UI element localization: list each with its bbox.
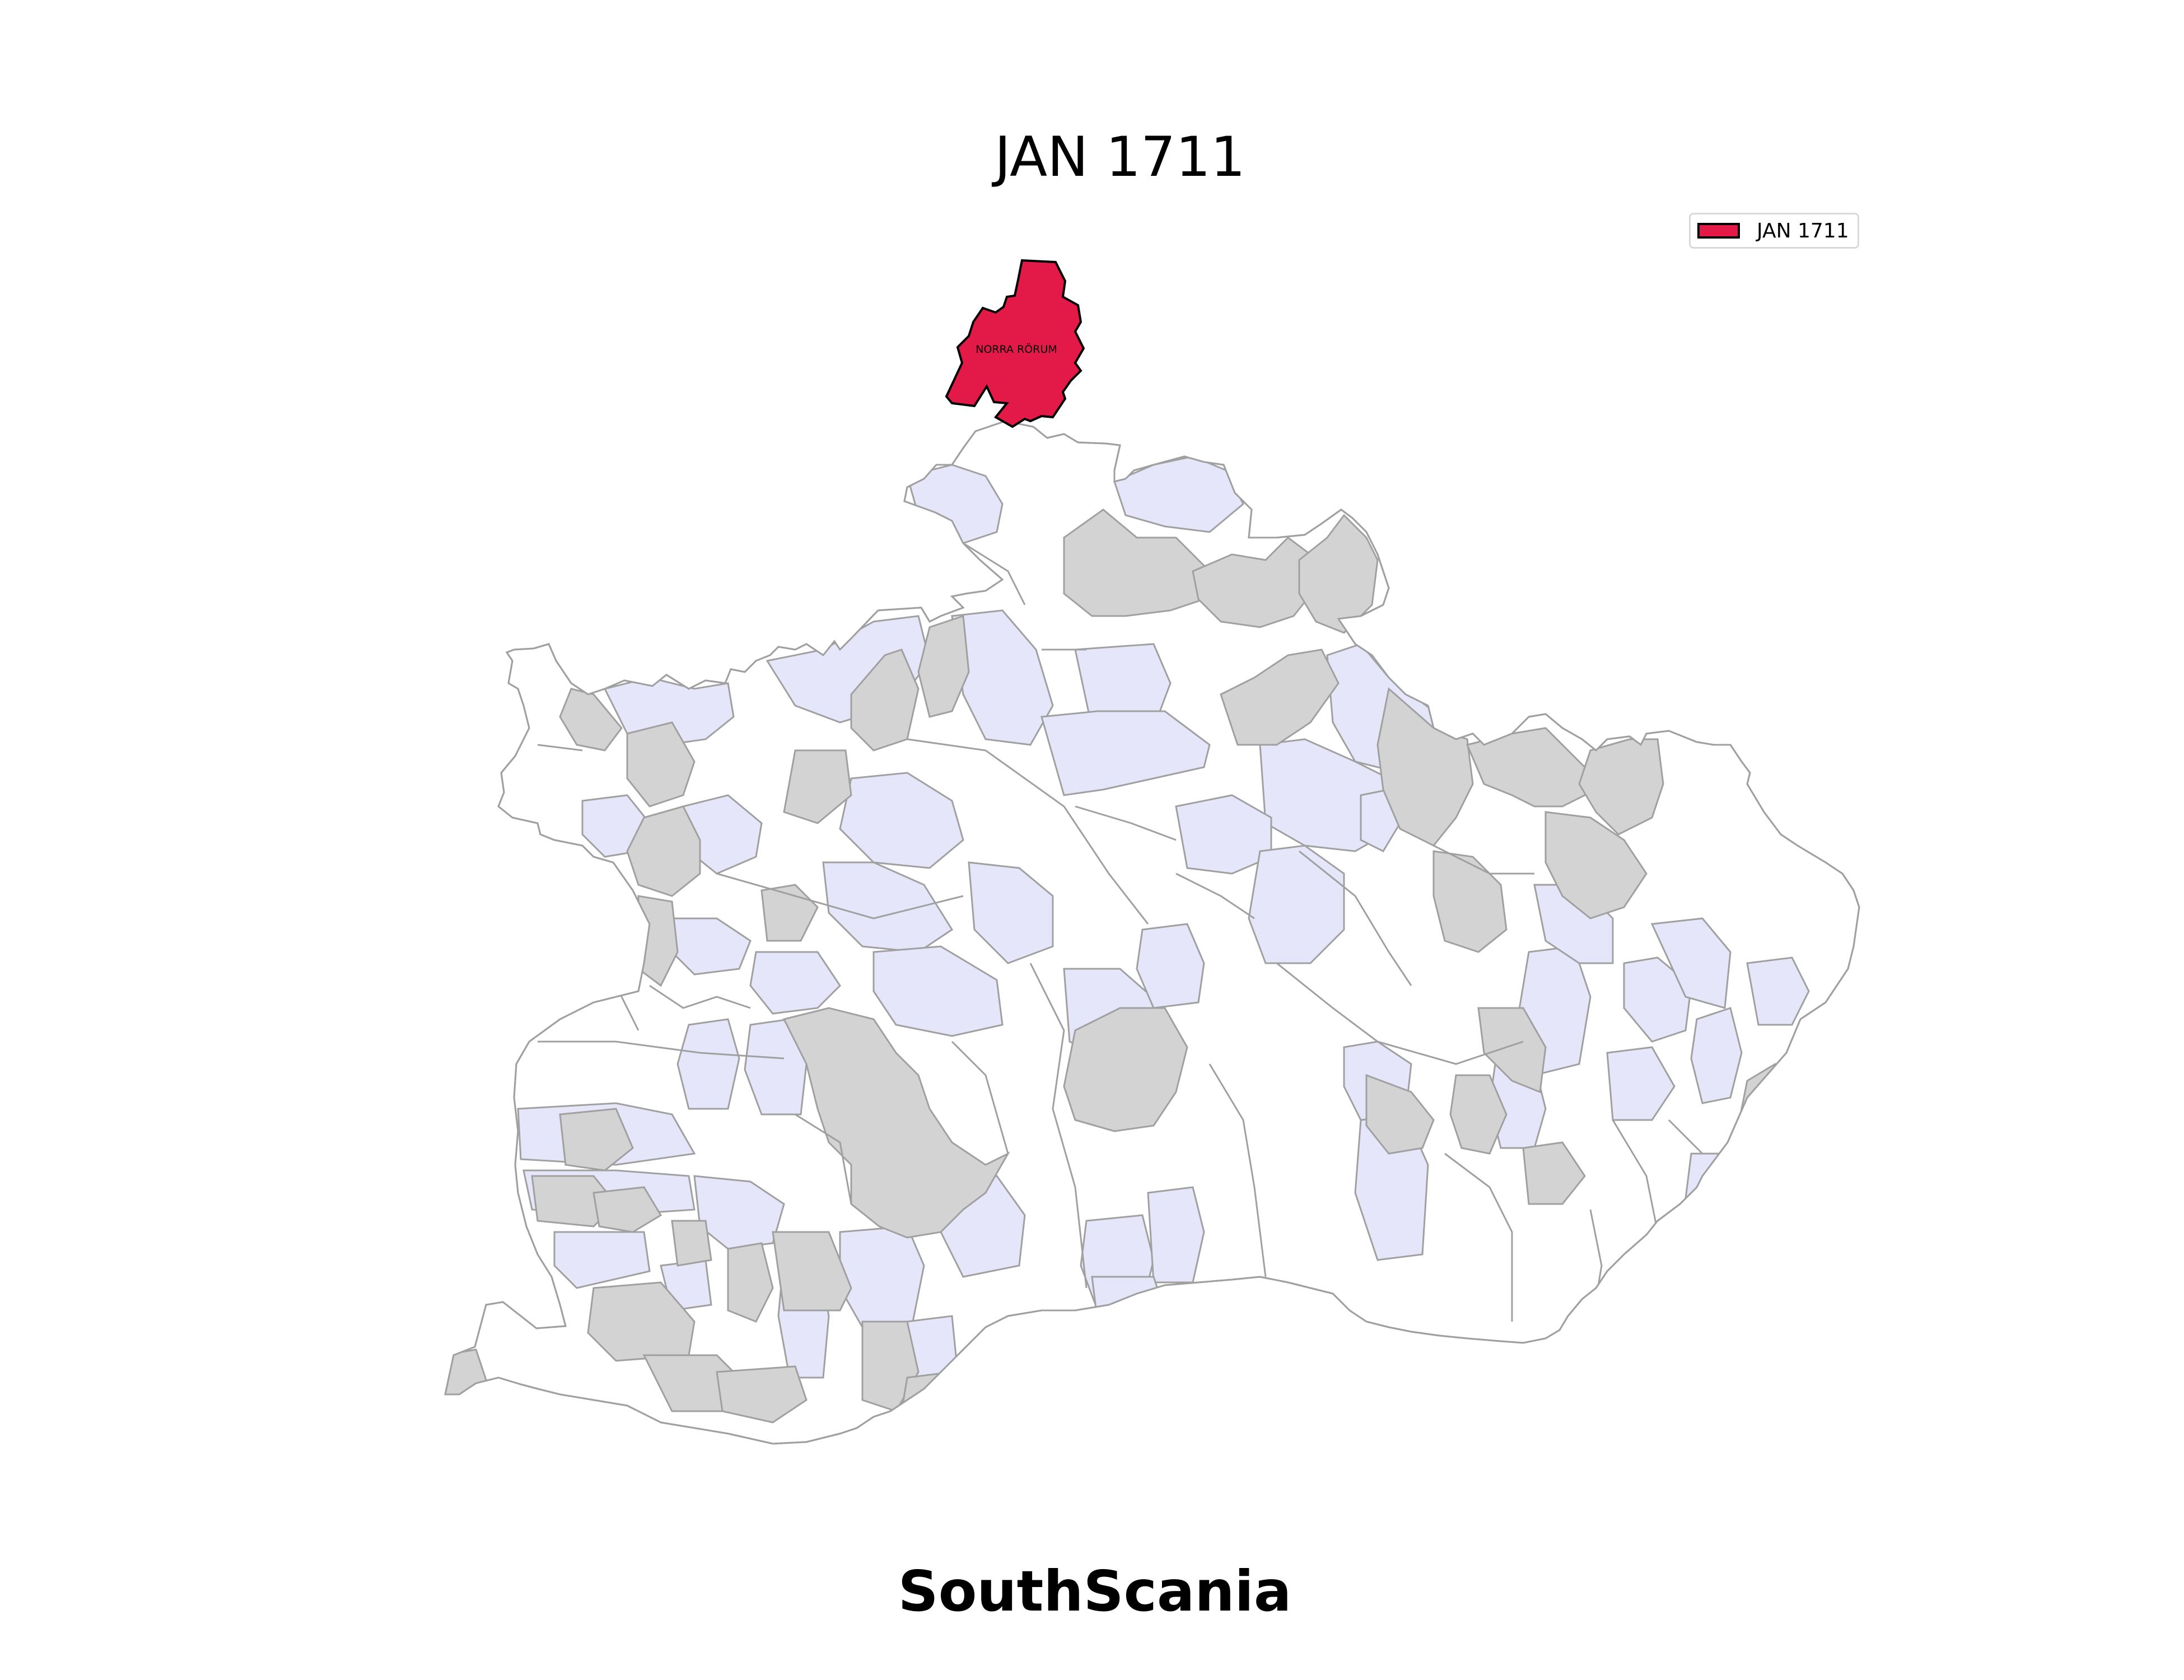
parish-lavender xyxy=(749,951,841,1015)
parish-grey xyxy=(783,749,852,824)
boundary-line xyxy=(716,872,964,920)
parish-boundaries xyxy=(526,542,1793,1333)
map-footer: SouthScania xyxy=(898,1558,1292,1624)
parish-grey xyxy=(1544,811,1648,920)
boundary-line xyxy=(538,1040,785,1060)
parish-grey xyxy=(1220,648,1340,746)
parish-grey xyxy=(626,805,701,897)
boundary-line xyxy=(795,1113,852,1205)
parish-lavender xyxy=(1623,956,1692,1043)
boundary-line xyxy=(1276,962,1524,1065)
parish-grey xyxy=(1449,1074,1508,1155)
parish-lavender xyxy=(1091,1276,1166,1334)
parish-grey xyxy=(1365,1074,1435,1155)
parish-grey xyxy=(772,1231,852,1312)
parish-grey xyxy=(996,1315,1054,1396)
parish-grey xyxy=(1466,727,1592,808)
parish-lavender xyxy=(872,945,1004,1037)
map-regions xyxy=(444,420,1860,1445)
boundary-line xyxy=(1299,850,1412,986)
boundary-line xyxy=(951,1040,1009,1154)
boundary-line xyxy=(1175,872,1255,920)
boundary-line xyxy=(1444,1152,1513,1322)
boundary-line xyxy=(1668,1119,1704,1155)
parish-grey xyxy=(727,1242,774,1323)
map-title: JAN 1711 xyxy=(994,125,1246,189)
parish-grey xyxy=(626,721,696,808)
parish-lavender xyxy=(1746,956,1810,1026)
parish-lavender xyxy=(839,772,964,869)
parish-grey xyxy=(917,614,970,718)
parish-grey xyxy=(1477,1007,1547,1094)
parish-lavender xyxy=(968,861,1054,964)
parish-grey xyxy=(1432,850,1508,953)
parish-lavender xyxy=(1040,710,1211,796)
boundary-line xyxy=(907,738,1149,925)
boundary-line xyxy=(1208,1063,1267,1277)
legend-label: JAN 1711 xyxy=(1757,219,1849,242)
legend: JAN 1711 xyxy=(1689,213,1859,249)
parish-lavender xyxy=(676,1018,740,1110)
parish-lavender xyxy=(1650,917,1732,1009)
boundary-line xyxy=(1433,844,1534,875)
parish-grey xyxy=(559,1108,634,1172)
parish-lavender xyxy=(951,609,1054,746)
boundary-line xyxy=(1612,1119,1659,1233)
boundary-line xyxy=(963,542,1026,605)
parish-grey xyxy=(850,648,920,752)
parish-lavender xyxy=(1136,923,1205,1009)
parish-grey xyxy=(1063,1007,1188,1132)
parish-lavender xyxy=(822,861,954,953)
parish-grey xyxy=(1298,514,1379,634)
parish-grey xyxy=(559,688,623,752)
parish-grey xyxy=(716,1365,808,1424)
parish-grey xyxy=(592,1186,662,1233)
boundary-line xyxy=(537,744,583,752)
grey-parishes xyxy=(445,508,1810,1424)
boundary-line xyxy=(1075,805,1177,841)
highlighted-parish: NORRA RÖRUM xyxy=(945,259,1085,428)
parish-grey xyxy=(671,1220,712,1267)
boundary-line xyxy=(649,984,751,1009)
parish-lavender xyxy=(1684,1152,1743,1233)
highlighted-parish-label: NORRA RÖRUM xyxy=(976,343,1057,356)
parish-grey xyxy=(1522,1141,1586,1205)
norra-rorum-parish xyxy=(945,259,1085,428)
boundary-line xyxy=(1029,963,1088,1289)
parish-lavender xyxy=(1147,1186,1205,1284)
legend-swatch xyxy=(1697,223,1740,239)
parish-lavender xyxy=(1248,844,1345,964)
parish-lavender xyxy=(1606,1046,1676,1121)
parish-lavender xyxy=(1690,1007,1743,1104)
parish-grey xyxy=(782,1007,1010,1239)
